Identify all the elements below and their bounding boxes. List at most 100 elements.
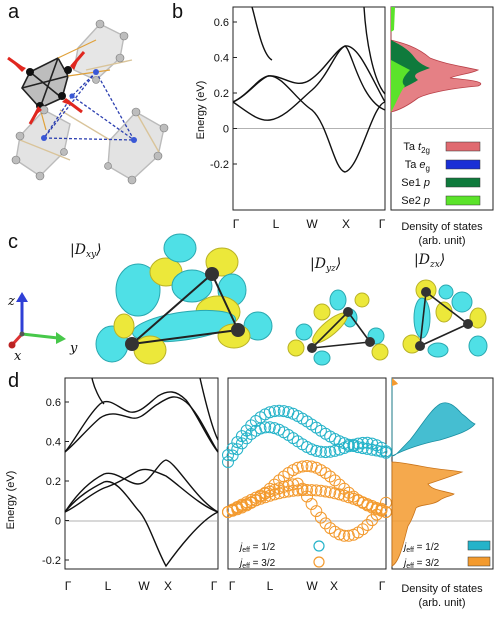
projected-weight-marker <box>305 443 318 456</box>
crystal-structure-illustration <box>7 19 169 185</box>
x-tick-label: X <box>164 579 172 593</box>
projected-weight-marker <box>310 505 323 518</box>
y-tick-label: 0.6 <box>46 397 61 409</box>
projected-weight-marker <box>263 406 276 419</box>
projected-weight-marker <box>319 485 332 498</box>
panel-letter-b: b <box>172 1 184 23</box>
projected-weight-marker <box>310 484 323 497</box>
legend-entry-label: Ta eg <box>405 159 430 173</box>
projected-weight-marker <box>328 487 341 500</box>
projected-weight-marker <box>338 489 351 502</box>
projected-weight-marker <box>361 519 374 531</box>
legend-entry-label: jeff = 1/2 <box>402 542 440 554</box>
legend-swatch <box>467 556 491 567</box>
y-tick-label: -0.2 <box>210 159 229 171</box>
projected-weight-marker <box>366 443 379 456</box>
x-tick-label: W <box>306 217 318 231</box>
x-tick-label: Γ <box>233 217 240 231</box>
y-tick-label: 0.4 <box>214 53 229 65</box>
projected-weight-marker <box>375 445 388 458</box>
projected-weight-marker <box>254 492 267 505</box>
x-tick-label: L <box>273 217 280 231</box>
projected-weight-marker <box>282 485 295 498</box>
x-tick-label: X <box>330 579 338 593</box>
band-curves <box>232 6 386 173</box>
projected-weight-marker <box>356 523 369 536</box>
panel-d-dos-label: Density of states <box>401 583 483 595</box>
legend-marker <box>313 556 325 568</box>
projected-weight-marker <box>226 449 239 462</box>
orbital-dxy-illustration <box>95 233 273 365</box>
projected-weight-marker <box>296 484 309 497</box>
projected-weight-marker <box>259 421 272 434</box>
legend-swatch <box>467 540 491 551</box>
orbital-dzx-illustration <box>402 279 488 358</box>
y-tick-label: 0.2 <box>214 88 229 100</box>
projected-weight-marker <box>324 445 337 458</box>
projected-weight-marker <box>328 444 341 457</box>
projected-weight-marker <box>352 437 365 450</box>
legend-entry-label: Se1 p <box>401 177 430 189</box>
projected-weight-marker <box>328 474 341 487</box>
projected-weight-marker <box>301 484 313 496</box>
y-tick-label: -0.2 <box>42 555 61 567</box>
projected-weight-marker <box>338 529 351 542</box>
y-tick-label: 0.6 <box>214 17 229 29</box>
projected-weight-marker <box>222 449 234 461</box>
projected-weight-marker <box>277 405 290 418</box>
projected-weight-marker <box>324 470 337 483</box>
orbital-dyz-illustration <box>287 289 389 366</box>
orbital-label-yz: |Dyz⟩ <box>310 256 341 274</box>
x-tick-label: W <box>138 579 150 593</box>
panel-b-band-plot: 0.6 0.4 0.2 0 -0.2 Γ L W X Γ Energy (eV) <box>195 6 386 231</box>
x-tick-label: X <box>342 217 350 231</box>
projected-weight-marker <box>314 445 327 458</box>
orbital-label-xy: |Dxy⟩ <box>70 242 102 260</box>
legend-entry-label: jeff = 3/2 <box>238 558 276 570</box>
x-tick-label: Γ <box>379 217 386 231</box>
legend-swatch <box>445 195 481 206</box>
panel-d-y-axis-label: Energy (eV) <box>5 471 17 530</box>
x-tick-label: W <box>306 579 318 593</box>
projected-weight-marker <box>240 432 253 445</box>
axis-label-z: z <box>7 294 15 309</box>
projected-weight-marker <box>342 491 355 504</box>
projected-weight-marker <box>263 489 276 502</box>
projected-weight-marker <box>291 461 304 474</box>
legend-entry-label: jeff = 3/2 <box>402 558 440 570</box>
projected-weight-marker <box>273 404 286 417</box>
legend-entry-label: Se2 p <box>401 195 430 207</box>
projected-weight-marker <box>333 528 346 541</box>
projected-weight-marker <box>319 517 332 530</box>
x-tick-label: Γ <box>379 579 386 593</box>
projected-weight-marker <box>319 446 332 459</box>
projected-weight-marker <box>273 487 286 500</box>
projected-weight-marker <box>314 484 327 497</box>
projected-weight-marker <box>222 456 234 468</box>
coordinate-axes-icon: z y x <box>7 292 78 364</box>
axis-label-x: x <box>14 349 22 364</box>
legend-marker <box>313 540 325 552</box>
panel-letter-d: d <box>8 370 20 392</box>
projected-weight-marker <box>277 486 290 499</box>
panel-b-dos-unit: (arb. unit) <box>418 235 465 247</box>
y-tick-label: 0.4 <box>46 437 61 449</box>
projected-weight-marker <box>347 438 360 451</box>
x-tick-label: L <box>267 579 274 593</box>
panel-b-y-axis-label: Energy (eV) <box>195 81 207 140</box>
panel-letter-c: c <box>8 231 18 253</box>
legend-swatch <box>445 159 481 170</box>
projected-weight-marker <box>361 436 374 449</box>
projected-weight-marker <box>259 491 272 504</box>
y-tick-label: 0 <box>223 124 229 136</box>
projected-weight-marker <box>342 440 355 453</box>
y-tick-label: 0.2 <box>46 476 61 488</box>
legend-entry-label: Ta t2g <box>403 141 430 155</box>
legend-entry-label: jeff = 1/2 <box>238 542 276 554</box>
panel-letter-a: a <box>8 1 20 23</box>
projected-weight-marker <box>226 442 239 455</box>
projected-weight-marker <box>263 421 276 434</box>
